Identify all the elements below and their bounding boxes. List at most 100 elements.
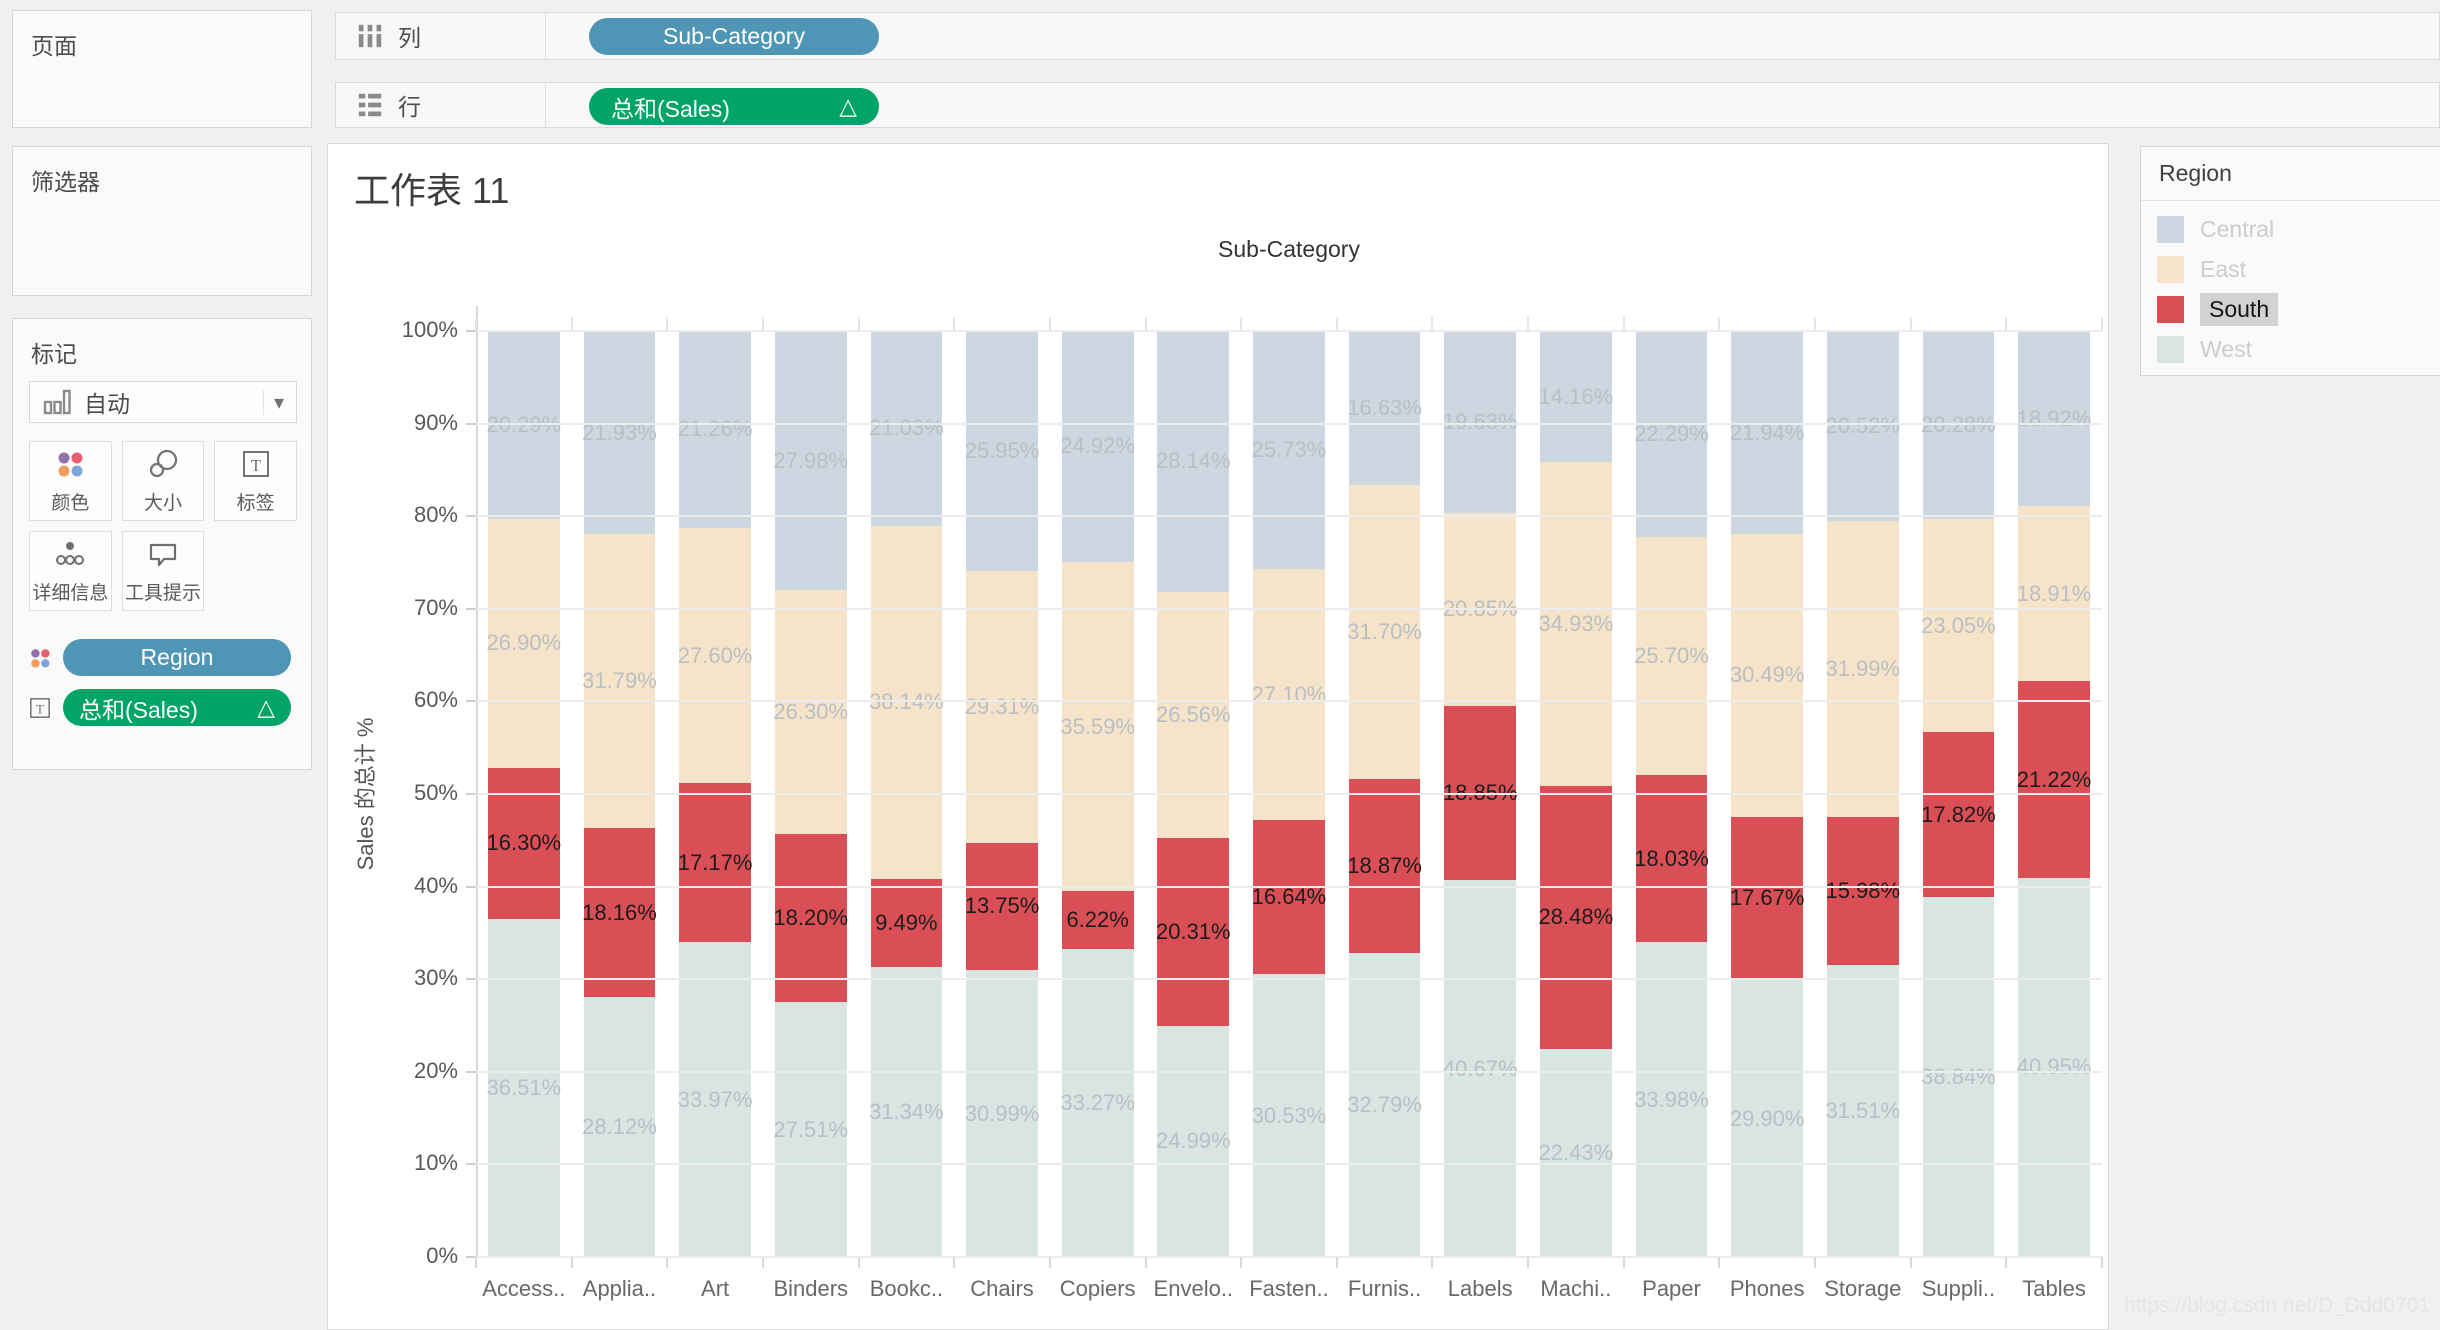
bar-segment-central[interactable]: 20.28%	[1921, 331, 1996, 519]
bar-chart-icon	[42, 387, 72, 417]
marks-region-pill[interactable]: Region	[63, 639, 291, 676]
bar-segment-east[interactable]: 31.70%	[1347, 485, 1422, 779]
bar-segment-central[interactable]: 18.92%	[2017, 331, 2091, 507]
bar-segment-west[interactable]: 28.12%	[582, 996, 657, 1257]
bar-segment-south[interactable]: 28.48%	[1539, 785, 1613, 1050]
x-tick	[2101, 1257, 2103, 1268]
bar-segment-south[interactable]: 17.67%	[1730, 816, 1804, 981]
sheet-title: 工作表 11	[354, 170, 510, 211]
legend-item-south[interactable]: South	[2141, 289, 2440, 329]
color-button[interactable]: 颜色	[29, 441, 112, 521]
bar-segment-south[interactable]: 16.30%	[487, 767, 561, 919]
bar-segment-west[interactable]: 22.43%	[1539, 1049, 1613, 1257]
bar-segment-east[interactable]: 35.59%	[1060, 561, 1135, 892]
mark-type-dropdown[interactable]: 自动 ▾	[29, 381, 297, 423]
bar-segment-central[interactable]: 24.92%	[1060, 331, 1135, 562]
bar-segment-east[interactable]: 31.99%	[1825, 521, 1900, 818]
bar-segment-west[interactable]: 30.53%	[1252, 974, 1326, 1257]
bar-segment-south[interactable]: 17.82%	[1921, 732, 1996, 898]
legend-item-west[interactable]: West	[2141, 329, 2440, 369]
bar-segment-south[interactable]: 21.22%	[2017, 681, 2091, 878]
bar-segment-east[interactable]: 25.70%	[1634, 537, 1709, 776]
bar-segment-west[interactable]: 27.51%	[773, 1002, 848, 1257]
bar-segment-east[interactable]: 26.90%	[487, 518, 561, 768]
size-button[interactable]: 大小	[121, 441, 205, 521]
bar-segment-central[interactable]: 25.95%	[965, 331, 1039, 572]
filters-panel[interactable]: 筛选器	[12, 146, 312, 296]
bar-segment-south[interactable]: 15.98%	[1825, 817, 1900, 966]
bar-segment-central[interactable]: 21.93%	[582, 331, 657, 535]
stacked-bar: 33.98% 18.03% 25.70% 22.29%	[1634, 331, 1709, 1257]
bar-segment-east[interactable]: 29.31%	[965, 571, 1039, 843]
rows-pill-sales[interactable]: 总和(Sales) △	[589, 88, 879, 125]
tooltip-button[interactable]: 工具提示	[121, 531, 205, 611]
y-tick-label: 30%	[413, 965, 458, 991]
detail-button[interactable]: 详细信息	[29, 531, 112, 611]
x-axis-labels: Access.. Applia.. Art Binders Bookc.. Chairs C…	[476, 1276, 2102, 1302]
pages-panel[interactable]: 页面	[12, 10, 312, 128]
bar-segment-west[interactable]: 29.90%	[1730, 980, 1804, 1257]
bar-segment-west[interactable]: 33.98%	[1634, 942, 1709, 1257]
segment-label: 36.51%	[486, 1074, 562, 1100]
legend-item-east[interactable]: East	[2141, 249, 2440, 289]
bar-segment-south[interactable]: 9.49%	[870, 878, 943, 967]
bar-segment-central[interactable]: 21.94%	[1730, 331, 1804, 535]
bar-segment-east[interactable]: 31.79%	[582, 534, 657, 829]
bar-segment-south[interactable]: 20.31%	[1156, 837, 1231, 1026]
bar-segment-south[interactable]: 13.75%	[965, 842, 1039, 971]
bar-segment-central[interactable]: 20.52%	[1825, 331, 1901, 522]
bar-segment-west[interactable]: 31.51%	[1825, 965, 1900, 1257]
bar-segment-west[interactable]: 24.99%	[1156, 1025, 1231, 1257]
label-button[interactable]: T 标签	[214, 441, 297, 521]
bar-segment-south[interactable]: 18.16%	[582, 828, 657, 997]
bar-segment-south[interactable]: 18.87%	[1347, 778, 1422, 954]
marks-sales-pill[interactable]: 总和(Sales) △	[63, 689, 291, 726]
x-tick	[1909, 317, 1912, 331]
legend-item-central[interactable]: Central	[2141, 209, 2440, 249]
bar-segment-central[interactable]: 25.73%	[1252, 331, 1326, 570]
columns-pill-subcategory[interactable]: Sub-Category	[589, 18, 879, 55]
bar-segment-east[interactable]: 26.56%	[1156, 591, 1231, 838]
bar-segment-west[interactable]: 32.79%	[1347, 953, 1422, 1257]
bar-segment-west[interactable]: 33.27%	[1060, 948, 1135, 1257]
bar-segment-central[interactable]: 22.29%	[1634, 331, 1709, 538]
gridline-40	[476, 885, 2102, 888]
segment-label: 20.52%	[1825, 413, 1901, 439]
marks-region-pill-label: Region	[140, 644, 214, 670]
bar-segment-west[interactable]: 30.99%	[965, 970, 1039, 1257]
bar-segment-central[interactable]: 27.98%	[773, 331, 848, 591]
columns-shelf[interactable]: 列 Sub-Category	[335, 12, 2440, 60]
bar-segment-east[interactable]: 27.60%	[678, 527, 752, 784]
bar-segment-west[interactable]: 33.97%	[678, 942, 752, 1257]
bar-segment-south[interactable]: 17.17%	[678, 783, 752, 943]
bar-segment-south[interactable]: 18.03%	[1634, 775, 1709, 943]
bar-segment-east[interactable]: 18.91%	[2017, 506, 2091, 682]
bar-segment-west[interactable]: 40.95%	[2017, 877, 2091, 1257]
bar-segment-west[interactable]: 31.34%	[869, 966, 944, 1257]
bar-segment-west[interactable]: 40.67%	[1443, 880, 1518, 1257]
rows-shelf[interactable]: 行 总和(Sales) △	[335, 82, 2440, 128]
bar-segment-east[interactable]: 30.49%	[1730, 534, 1804, 817]
bar-segment-east[interactable]: 27.10%	[1252, 569, 1326, 821]
bar-segment-east[interactable]: 23.05%	[1921, 518, 1996, 733]
bar-segment-central[interactable]: 16.63%	[1347, 331, 1422, 486]
bar-segment-west[interactable]: 36.51%	[486, 918, 562, 1257]
bar-segment-south[interactable]: 18.20%	[773, 833, 848, 1003]
bar-segment-east[interactable]: 26.30%	[773, 590, 848, 834]
y-tick-label: 60%	[413, 687, 458, 713]
chevron-down-icon[interactable]: ▾	[262, 389, 284, 415]
bar-segment-south[interactable]: 16.64%	[1252, 820, 1326, 975]
bar-segment-central[interactable]: 28.14%	[1156, 331, 1231, 592]
bar-segment-central[interactable]: 14.16%	[1539, 331, 1613, 463]
bar-segment-west[interactable]: 38.84%	[1921, 897, 1996, 1257]
stacked-bar: 31.34% 9.49% 38.14% 21.03%	[869, 331, 944, 1257]
x-tick	[666, 317, 669, 331]
bar-segment-central[interactable]: 20.29%	[487, 331, 561, 519]
bar-segment-central[interactable]: 21.26%	[678, 331, 752, 528]
bar-segment-south[interactable]: 6.22%	[1061, 891, 1134, 949]
delta-icon: △	[839, 93, 857, 119]
bar-segment-central[interactable]: 21.03%	[869, 331, 944, 526]
x-tick	[1814, 1257, 1817, 1268]
bar-segment-central[interactable]: 19.63%	[1443, 331, 1518, 513]
bar-segment-east[interactable]: 34.93%	[1539, 462, 1613, 786]
